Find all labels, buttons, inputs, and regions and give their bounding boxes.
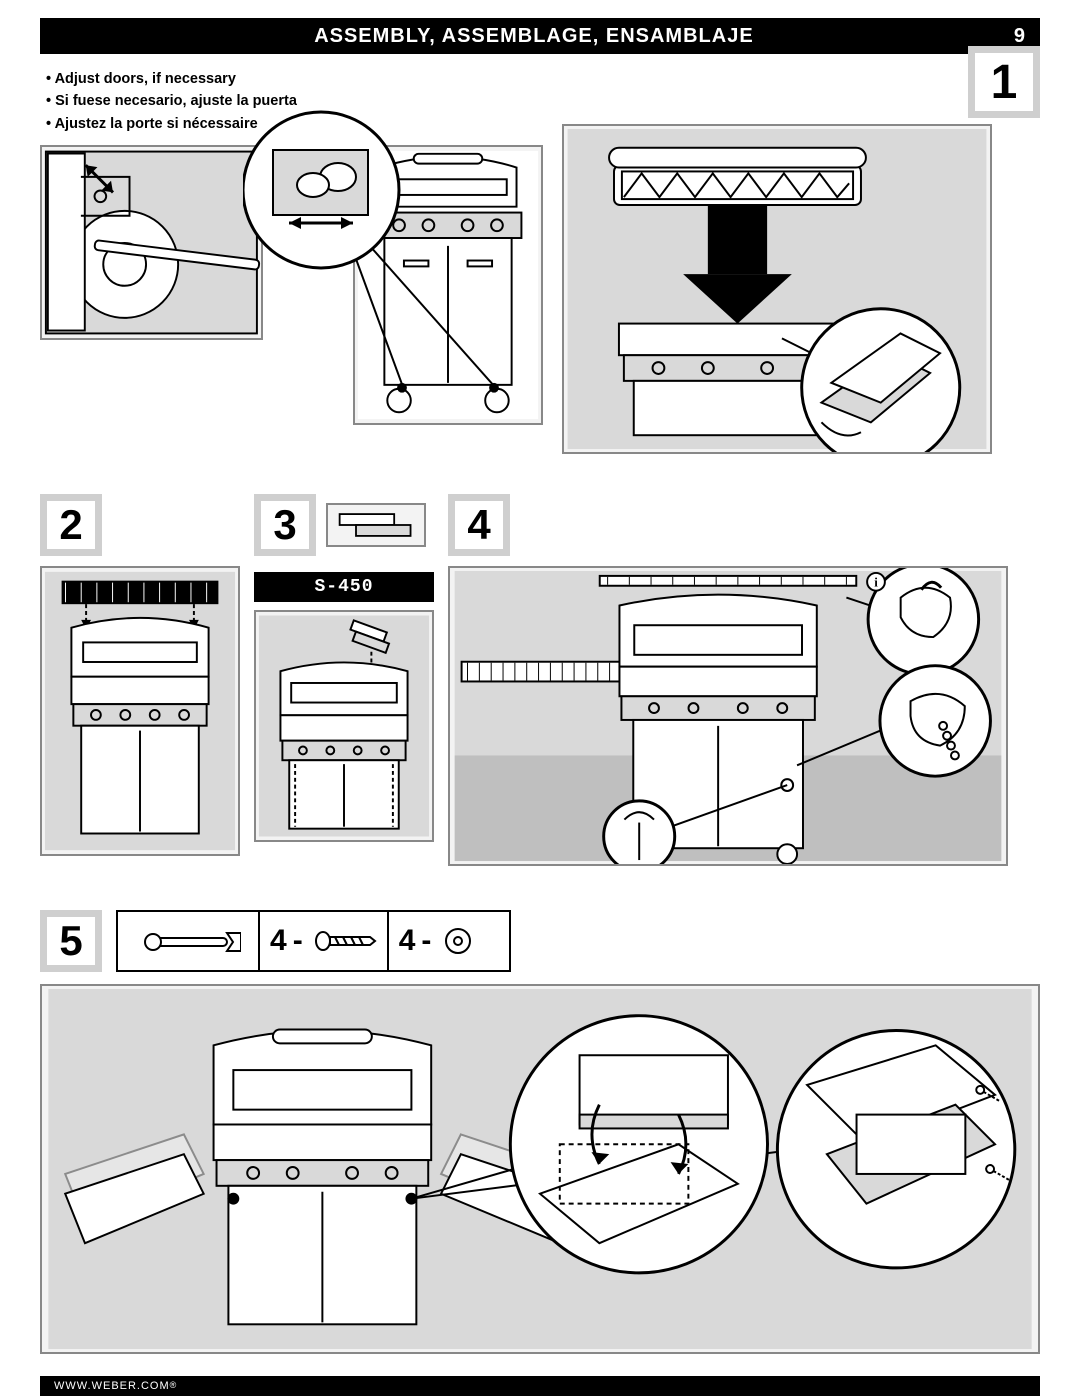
footer-url: WWW.WEBER.COM: [54, 1380, 170, 1392]
step-4-number: 4: [448, 494, 510, 556]
screw-icon: [315, 930, 377, 952]
illus-step2: [40, 566, 240, 856]
note-en: Adjust doors, if necessary: [46, 68, 550, 90]
footer-reg: ®: [170, 1380, 178, 1390]
model-label: S-450: [254, 572, 434, 602]
step5-parts-bar: 4 - 4 -: [116, 910, 511, 972]
part-washer: 4 -: [387, 912, 484, 970]
footer-bar: WWW.WEBER.COM®: [40, 1376, 1040, 1396]
header-bar: ASSEMBLY, ASSEMBLAGE, ENSAMBLAJE 9: [40, 18, 1040, 54]
part-screw: 4 -: [258, 912, 387, 970]
callout-door-adjust: [243, 95, 543, 395]
part-wrench-icon: [118, 912, 258, 970]
illus-step3-part: [326, 503, 426, 547]
step-2-number: 2: [40, 494, 102, 556]
page-number: 9: [1014, 25, 1026, 48]
illus-step4: i: [448, 566, 1008, 866]
step-1-number: 1: [968, 46, 1040, 118]
page-title: ASSEMBLY, ASSEMBLAGE, ENSAMBLAJE: [54, 25, 1014, 48]
washer-icon: [443, 926, 473, 956]
illus-door-hinge: [40, 145, 263, 340]
illus-step1: [562, 124, 992, 454]
svg-text:i: i: [874, 576, 878, 590]
illus-step3: [254, 610, 434, 842]
step-5-number: 5: [40, 910, 102, 972]
step-3-number: 3: [254, 494, 316, 556]
illus-step5: [40, 984, 1040, 1354]
